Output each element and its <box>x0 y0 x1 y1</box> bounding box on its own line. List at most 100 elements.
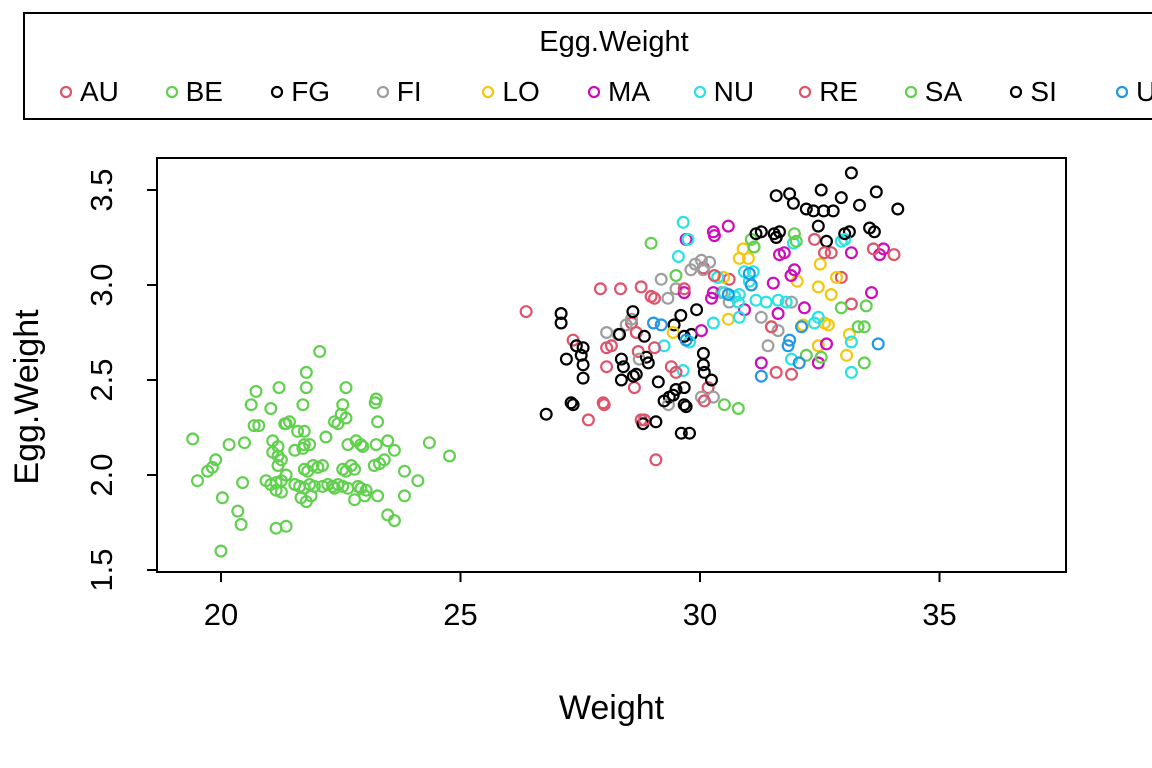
data-point-FI <box>654 272 668 286</box>
data-point-BE <box>358 489 372 503</box>
data-point-BE <box>222 438 236 452</box>
data-point-LO <box>721 312 735 326</box>
data-point-AU <box>824 246 838 260</box>
data-point-FI <box>703 255 717 269</box>
data-point-NU <box>779 295 793 309</box>
data-point-NU <box>676 215 690 229</box>
data-point-BE <box>387 443 401 457</box>
data-point-FG <box>696 346 710 360</box>
data-point-MA <box>721 219 735 233</box>
data-point-U <box>744 278 758 292</box>
data-point-SI <box>814 183 828 197</box>
data-point-FI <box>761 339 775 353</box>
legend-marker-icon <box>482 85 495 99</box>
legend-title: Egg.Weight <box>539 26 689 58</box>
data-point-LO <box>666 326 680 340</box>
data-point-RE <box>697 394 711 408</box>
data-point-MA <box>677 286 691 300</box>
data-point-FG <box>651 375 665 389</box>
data-point-FI <box>784 295 798 309</box>
data-point-AU <box>834 270 848 284</box>
data-point-SI <box>799 202 813 216</box>
legend-marker-icon <box>165 85 178 99</box>
data-point-SA <box>717 398 731 412</box>
data-point-BE <box>186 432 200 446</box>
data-point-SI <box>772 225 786 239</box>
data-point-FI <box>600 326 614 340</box>
data-point-MA <box>797 301 811 315</box>
data-point-U <box>783 333 797 347</box>
data-point-MA <box>704 291 718 305</box>
data-point-SI <box>679 400 693 414</box>
data-point-FG <box>697 365 711 379</box>
data-point-RE <box>817 246 831 260</box>
data-point-SA <box>799 348 813 362</box>
legend-label: SA <box>924 76 963 107</box>
data-point-FG <box>826 204 840 218</box>
data-point-FG <box>614 373 628 387</box>
data-point-NU <box>706 316 720 330</box>
data-point-SI <box>817 204 831 218</box>
data-point-BE <box>354 438 368 452</box>
data-point-U <box>654 318 668 332</box>
data-point-BE <box>231 504 245 518</box>
x-tick-label: 20 <box>204 597 238 632</box>
data-point-FG <box>891 202 905 216</box>
data-point-RE <box>647 291 661 305</box>
data-point-BE <box>299 381 313 395</box>
data-point-BE <box>387 514 401 528</box>
data-point-NU <box>732 310 746 324</box>
data-point-BE <box>296 398 310 412</box>
data-point-BE <box>252 419 266 433</box>
x-tick-label: 30 <box>683 597 717 632</box>
data-point-NU <box>759 295 773 309</box>
legend-box: Egg.Weight AU BE FG FI LO MA NU RE SA SI U <box>23 12 1152 120</box>
legend-marker-icon <box>693 85 706 99</box>
data-point-BE <box>238 436 252 450</box>
data-point-RE <box>604 339 618 353</box>
legend-marker-icon <box>59 85 73 99</box>
legend-label: U <box>1136 76 1152 107</box>
data-point-SA <box>834 301 848 315</box>
data-point-SA <box>814 350 828 364</box>
data-point-SA <box>644 236 658 250</box>
data-point-FG <box>852 198 866 212</box>
data-point-AU <box>519 305 533 319</box>
data-point-SI <box>566 398 580 412</box>
data-point-SA <box>857 320 871 334</box>
data-point-BE <box>398 464 412 478</box>
data-point-SI <box>674 308 688 322</box>
data-point-BE <box>264 402 278 416</box>
data-point-SA <box>857 356 871 370</box>
data-point-SA <box>731 402 745 416</box>
data-point-BE <box>313 345 327 359</box>
data-point-RE <box>887 248 901 262</box>
data-point-SI <box>641 356 655 370</box>
legend-marker-icon <box>1010 85 1023 99</box>
data-point-NU <box>749 293 763 307</box>
data-point-MA <box>844 246 858 260</box>
data-point-SI <box>783 187 797 201</box>
data-point-SI <box>666 388 680 402</box>
data-point-U <box>754 369 768 383</box>
data-point-RE <box>707 269 721 283</box>
y-tick-label: 3.0 <box>84 263 119 306</box>
data-point-BE <box>369 438 383 452</box>
data-point-FI <box>696 263 710 277</box>
data-point-SI <box>576 358 590 372</box>
data-point-FG <box>639 350 653 364</box>
data-point-BE <box>296 441 310 455</box>
data-point-BE <box>348 462 362 476</box>
data-point-SA <box>747 240 761 254</box>
data-point-BE <box>422 436 436 450</box>
data-point-BE <box>443 449 457 463</box>
data-point-FG <box>614 352 628 366</box>
data-point-BE <box>359 483 373 497</box>
data-point-SA <box>669 269 683 283</box>
data-point-NU <box>671 250 685 264</box>
data-point-SI <box>677 381 691 395</box>
data-point-BE <box>371 489 385 503</box>
data-point-SI <box>612 327 626 341</box>
